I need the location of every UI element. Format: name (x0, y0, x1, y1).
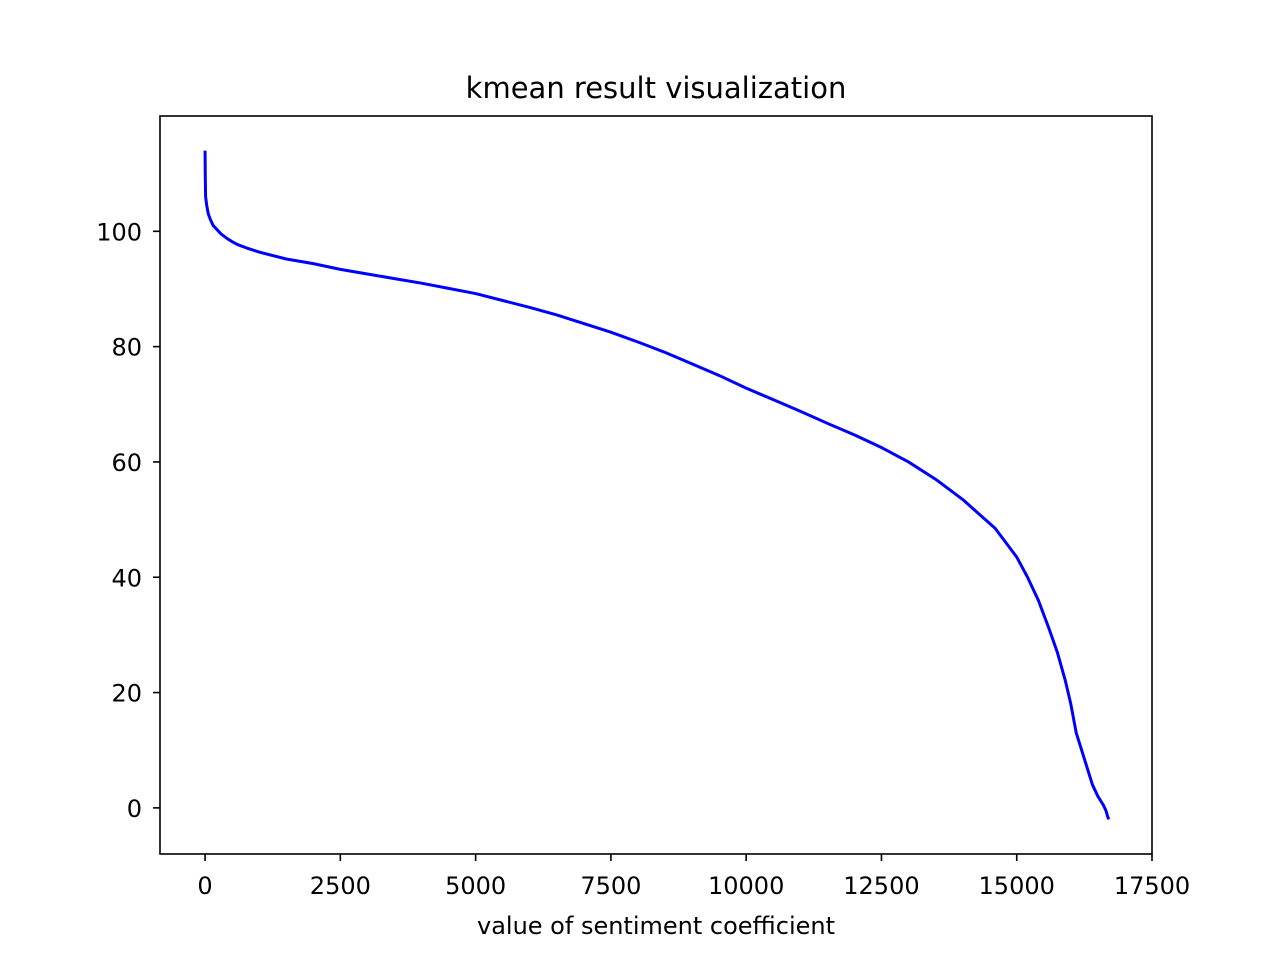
series-line (203, 150, 1111, 820)
x-tick-label: 0 (197, 872, 212, 900)
plot-area (203, 150, 1111, 820)
x-tick-label: 5000 (445, 872, 506, 900)
y-tick-label: 20 (111, 680, 142, 708)
plot-frame (159, 115, 1153, 855)
x-tick-label: 2500 (310, 872, 371, 900)
y-axis: 0 20 40 60 80 100 (96, 218, 160, 823)
x-tick-label: 10000 (708, 872, 784, 900)
y-tick-label: 80 (111, 334, 142, 362)
y-tick-label: 60 (111, 449, 142, 477)
x-tick-label: 12500 (843, 872, 919, 900)
x-tick-label: 17500 (1114, 872, 1190, 900)
y-tick-label: 100 (96, 218, 142, 246)
chart-title: kmean result visualization (466, 71, 847, 105)
y-tick-label: 40 (111, 564, 142, 592)
x-tick-label: 7500 (580, 872, 641, 900)
x-axis: 0 2500 5000 7500 10000 12500 15000 17500 (197, 854, 1190, 900)
y-tick-label: 0 (127, 795, 142, 823)
x-tick-label: 15000 (979, 872, 1055, 900)
x-axis-label: value of sentiment coefficient (477, 912, 835, 940)
